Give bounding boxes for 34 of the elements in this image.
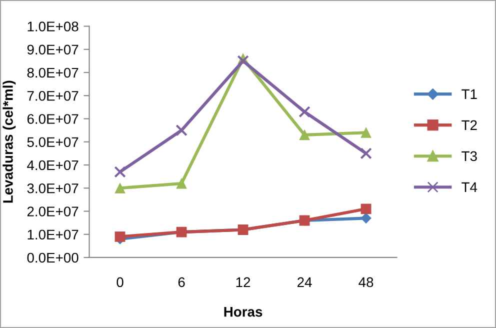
y-tick-label: 1.0E+07 bbox=[28, 230, 78, 240]
point bbox=[114, 231, 126, 242]
x-axis-title: Horas bbox=[224, 307, 262, 317]
legend-label: T4 bbox=[462, 182, 478, 192]
y-tick-label: 3.0E+07 bbox=[27, 183, 78, 194]
point bbox=[114, 166, 126, 178]
x-tick-label: 48 bbox=[358, 277, 374, 288]
y-tick-label: 6.0E+07 bbox=[27, 114, 78, 124]
point bbox=[360, 204, 372, 214]
y-tick-label: 2.0E+07 bbox=[27, 206, 78, 216]
y-tick-label: 5.0E+07 bbox=[27, 137, 78, 148]
x-tick-label: 12 bbox=[236, 277, 250, 287]
x-tick-label: 24 bbox=[298, 277, 312, 287]
point bbox=[299, 130, 310, 140]
point bbox=[360, 127, 372, 138]
y-tick-label: 7.0E+07 bbox=[27, 90, 78, 101]
y-tick-label: 4.0E+07 bbox=[27, 160, 78, 170]
legend-label: T2 bbox=[462, 120, 477, 130]
point bbox=[176, 178, 187, 189]
point bbox=[176, 124, 188, 136]
legend-label: T1 bbox=[462, 89, 477, 99]
y-tick-label: 8.0E+07 bbox=[27, 68, 78, 78]
point bbox=[360, 212, 372, 224]
x-tick-label: 0 bbox=[116, 277, 124, 288]
point bbox=[114, 182, 126, 194]
point bbox=[237, 55, 249, 67]
point bbox=[298, 106, 310, 118]
y-axis-title: Levaduras (cel*ml) bbox=[2, 80, 16, 203]
y-tick-label: 0.0E+00 bbox=[27, 252, 78, 263]
x-tick-label: 6 bbox=[178, 277, 185, 288]
y-tick-label: 1.0E+08 bbox=[28, 22, 78, 32]
legend-label: T3 bbox=[462, 151, 477, 162]
point bbox=[360, 148, 372, 160]
y-tick-label: 9.0E+07 bbox=[27, 44, 78, 55]
